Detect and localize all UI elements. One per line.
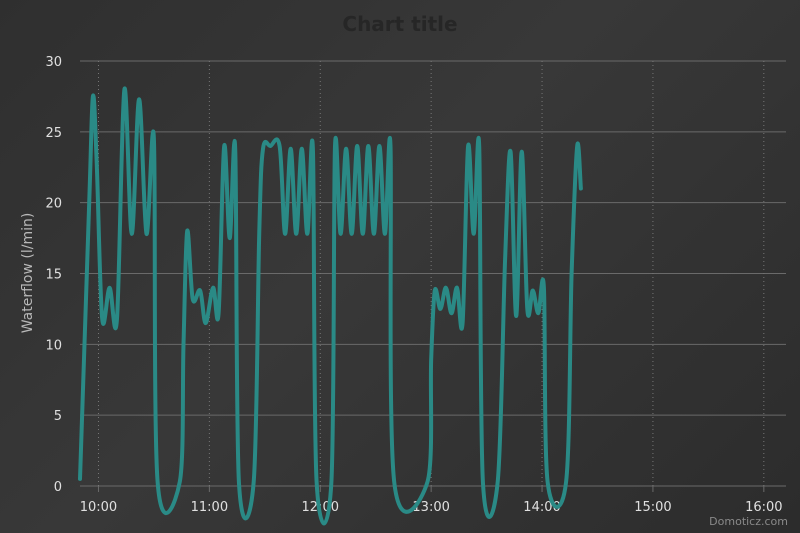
grid — [80, 60, 786, 487]
x-tick-label: 16:00 — [745, 500, 782, 515]
y-tick-label: 20 — [45, 197, 62, 212]
x-tick-label: 13:00 — [412, 500, 449, 515]
y-tick-label: 5 — [54, 409, 62, 424]
y-axis: 0 5 10 15 20 25 30 — [45, 55, 62, 495]
x-tick-label: 11:00 — [191, 500, 228, 515]
series-layer — [78, 86, 583, 526]
y-tick-label: 0 — [54, 480, 62, 495]
x-tick-label: 15:00 — [634, 500, 671, 515]
credits-text[interactable]: Domoticz.com — [709, 515, 788, 528]
y-tick-label: 30 — [45, 55, 62, 70]
y-tick-label: 25 — [45, 126, 62, 141]
y-axis-title: Waterflow (l/min) — [20, 213, 36, 334]
x-tick-label: 10:00 — [80, 500, 117, 515]
series-line-0[interactable] — [78, 86, 583, 526]
x-axis: 10:00 11:00 12:00 13:00 14:00 15:00 16:00 — [80, 486, 783, 515]
y-tick-label: 15 — [45, 268, 62, 283]
y-tick-label: 10 — [45, 338, 62, 353]
chart-title: Chart title — [342, 12, 457, 36]
